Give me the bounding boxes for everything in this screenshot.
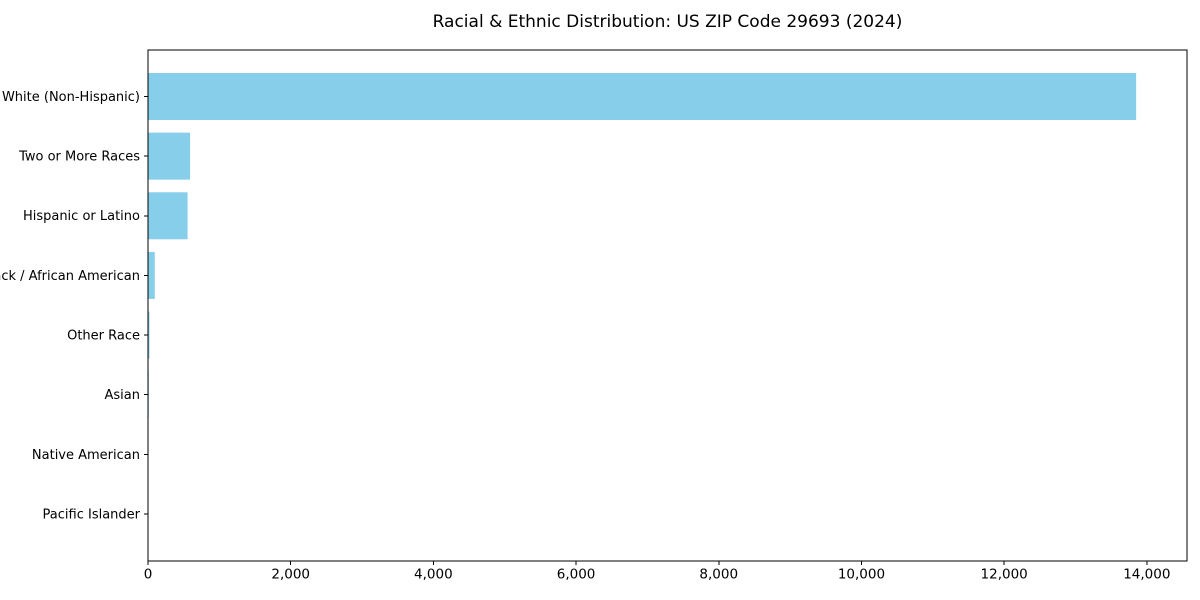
- x-tick-label: 10,000: [838, 567, 885, 583]
- x-tick-label: 0: [144, 567, 153, 583]
- x-tick-label: 12,000: [981, 567, 1028, 583]
- y-axis-category-label: Native American: [32, 448, 140, 463]
- y-axis-category-label: Pacific Islander: [43, 507, 141, 522]
- bar-white-non-hispanic: [148, 73, 1137, 120]
- x-tick-label: 6,000: [557, 567, 596, 583]
- bar-two-or-more-races: [148, 132, 191, 180]
- y-axis-category-label: Black / African American: [0, 269, 140, 284]
- chart-title: Racial & Ethnic Distribution: US ZIP Cod…: [432, 12, 903, 32]
- y-axis-category-label: White (Non-Hispanic): [2, 90, 140, 105]
- bar-other-race: [148, 311, 150, 359]
- x-tick-label: 2,000: [271, 567, 310, 583]
- plot-border: [147, 49, 1188, 562]
- y-axis-category-label: Hispanic or Latino: [23, 209, 140, 224]
- x-tick-label: 8,000: [699, 567, 738, 583]
- x-tick-label: 14,000: [1123, 567, 1170, 583]
- y-axis-category-label: Other Race: [67, 328, 140, 343]
- bar-black-african-american: [148, 251, 155, 299]
- bar-hispanic-or-latino: [148, 192, 188, 240]
- y-axis-category-label: Two or More Races: [18, 150, 140, 165]
- x-tick-label: 4,000: [414, 567, 453, 583]
- y-axis-category-label: Asian: [105, 388, 140, 403]
